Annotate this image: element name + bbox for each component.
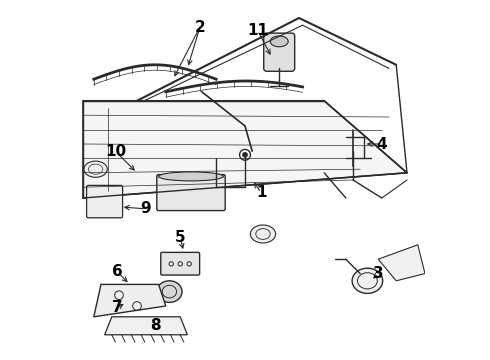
Text: 7: 7 (112, 300, 122, 315)
Text: 9: 9 (141, 201, 151, 216)
Text: 2: 2 (195, 19, 205, 35)
Polygon shape (83, 101, 407, 198)
FancyBboxPatch shape (161, 252, 199, 275)
FancyBboxPatch shape (157, 175, 225, 211)
Text: 1: 1 (256, 185, 267, 200)
Text: 5: 5 (175, 230, 186, 245)
Ellipse shape (250, 225, 275, 243)
Polygon shape (378, 245, 425, 281)
FancyBboxPatch shape (87, 185, 122, 218)
Ellipse shape (270, 36, 288, 47)
Text: 3: 3 (373, 266, 384, 281)
Text: 6: 6 (112, 264, 122, 279)
FancyBboxPatch shape (264, 33, 294, 71)
Ellipse shape (352, 268, 383, 293)
Circle shape (243, 152, 247, 157)
Ellipse shape (157, 281, 182, 302)
Polygon shape (94, 284, 166, 317)
Ellipse shape (84, 161, 107, 177)
Circle shape (240, 149, 250, 160)
Text: 10: 10 (105, 144, 126, 159)
Text: 8: 8 (149, 318, 160, 333)
Text: 4: 4 (376, 136, 387, 152)
Polygon shape (104, 317, 187, 335)
Ellipse shape (159, 172, 223, 181)
Text: 11: 11 (247, 23, 268, 38)
